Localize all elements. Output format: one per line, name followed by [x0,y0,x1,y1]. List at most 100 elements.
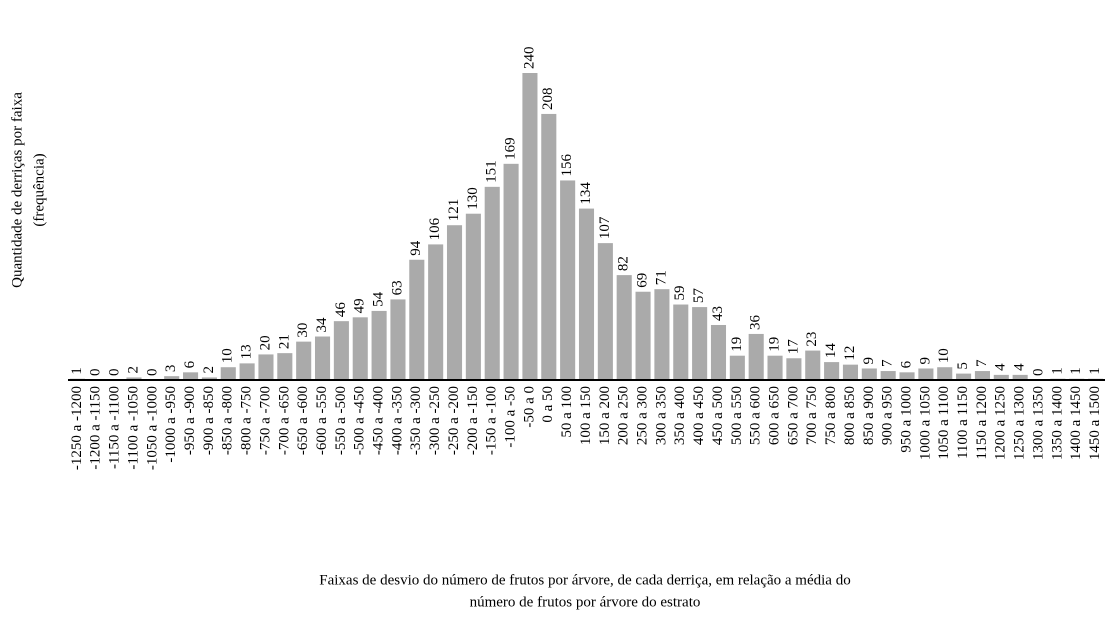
value-label: 1 [1087,367,1103,375]
x-tick-label: -850 a -800 [220,386,236,455]
x-tick-label: 500 a 550 [729,386,745,445]
bar [880,371,896,380]
value-label: 13 [239,344,255,359]
bar [937,367,953,380]
x-tick-label: 950 a 1000 [898,386,914,453]
value-label: 7 [974,359,990,367]
x-tick-label: -1000 a -950 [163,386,179,463]
bar [805,350,821,380]
x-tick-label: -50 a 0 [521,386,537,428]
bar [560,180,576,380]
value-label: 106 [427,217,443,240]
bar [710,324,727,380]
x-tick-label: -750 a -700 [257,386,273,455]
x-tick-label: 1200 a 1250 [993,386,1009,460]
x-tick-label: -1100 a -1050 [125,386,141,470]
bar [484,186,500,380]
bar [314,336,331,380]
bar [956,373,972,380]
value-label: 43 [710,306,726,321]
value-label: 36 [748,314,764,330]
x-tick-label: 700 a 750 [804,386,820,445]
bar [503,163,519,380]
bar [390,299,406,380]
value-label: 1 [1068,367,1084,375]
value-label: 59 [672,286,688,301]
x-tick-label: 1300 a 1350 [1030,386,1046,460]
bar [428,244,444,380]
x-tick-label: 200 a 250 [616,386,632,445]
bar [409,259,425,380]
value-label: 6 [182,360,198,368]
x-tick-label: -1150 a -1100 [107,386,123,469]
value-label: 1 [1049,367,1065,375]
value-label: 134 [578,182,594,205]
value-label: 130 [465,187,481,210]
value-label: 9 [917,357,933,365]
bar [446,225,463,380]
value-label: 19 [766,337,782,352]
bar [824,362,840,380]
bar [201,377,217,380]
value-label: 2 [125,366,141,374]
bar [371,310,387,380]
value-label: 4 [1012,363,1028,371]
x-tick-label: -100 a -50 [503,386,519,448]
x-tick-label: 250 a 300 [635,386,651,445]
y-axis-label: (frequência) [31,153,47,226]
x-tick-label: 0 a 50 [540,386,556,423]
x-axis-label: Faixas de desvio do número de frutos por… [319,572,850,588]
x-tick-label: 550 a 600 [748,386,764,445]
bar [164,376,180,380]
value-label: 57 [691,288,707,304]
x-tick-label: 100 a 150 [578,386,594,445]
value-label: 6 [898,360,914,368]
x-tick-label: 1100 a 1150 [955,386,971,459]
x-tick-label: -1250 a -1200 [69,386,85,470]
value-label: 49 [352,298,368,313]
bar [597,243,613,380]
value-label: 9 [861,357,877,365]
value-label: 17 [785,339,801,355]
x-tick-label: -200 a -150 [465,386,481,455]
value-label: 10 [220,348,236,363]
value-label: 94 [408,240,424,256]
bar [993,374,1009,380]
bar [748,333,764,380]
bar [541,113,557,380]
bar [918,368,934,380]
value-label: 151 [484,160,500,183]
value-label: 10 [936,348,952,363]
value-label: 46 [333,302,349,318]
bar [220,367,236,380]
value-label: 240 [521,47,537,70]
x-tick-label: -500 a -450 [352,386,368,455]
value-label: 21 [276,334,292,349]
x-tick-label: 400 a 450 [691,386,707,445]
bar [239,363,255,380]
bar [277,353,293,380]
x-tick-label: 1000 a 1050 [917,386,933,460]
x-tick-label: 750 a 800 [823,386,839,445]
x-tick-label: 50 a 100 [559,386,575,438]
bar [692,307,708,380]
bar [673,304,689,380]
x-tick-label: 350 a 400 [672,386,688,445]
value-label: 5 [955,362,971,370]
bar [126,377,142,380]
value-label: 69 [635,273,651,288]
value-label: 34 [314,317,330,333]
bar [578,208,595,380]
x-tick-label: -600 a -550 [314,386,330,455]
x-tick-label: 600 a 650 [766,386,782,445]
bar [183,372,199,380]
value-label: 20 [257,335,273,350]
value-label: 12 [842,346,858,361]
x-tick-label: -800 a -750 [239,386,255,455]
x-tick-label: 1350 a 1400 [1049,386,1065,460]
bar [729,355,745,380]
bar [258,354,274,380]
x-tick-label: 300 a 350 [653,386,669,445]
x-tick-label: 150 a 200 [597,386,613,445]
